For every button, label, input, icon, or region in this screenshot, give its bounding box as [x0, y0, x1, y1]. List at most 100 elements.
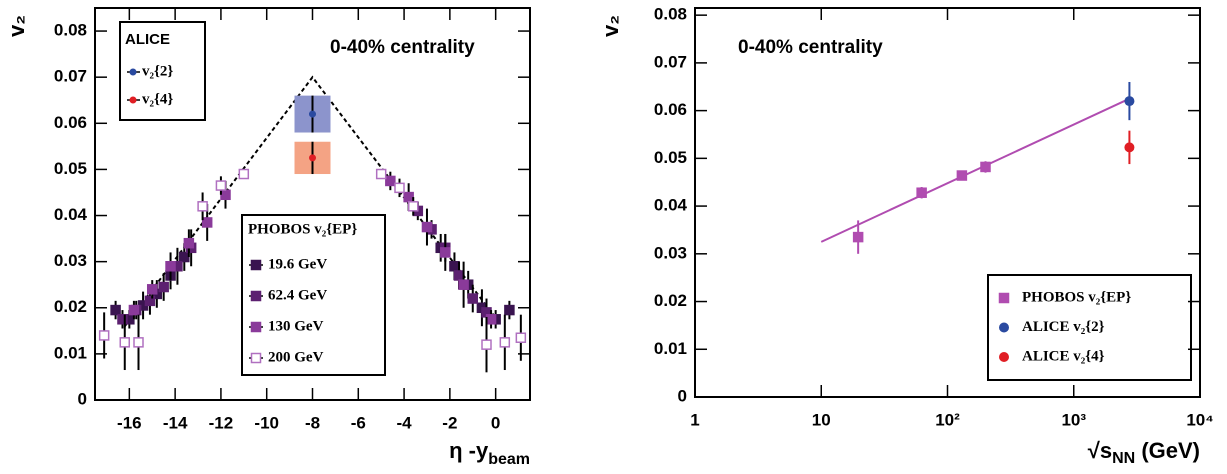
data-point: [453, 270, 465, 281]
trend-line: [123, 75, 502, 327]
x-tick-label: 10⁴: [1186, 410, 1213, 429]
x-tick-label: -4: [397, 413, 413, 432]
annotation: 0-40% centrality: [738, 37, 883, 58]
data-point: [485, 314, 497, 325]
data-point: [158, 281, 169, 293]
data-point: [980, 161, 991, 173]
y-tick-label: 0.01: [654, 339, 687, 358]
legend-title: PHOBOS v₂{EP}: [248, 221, 357, 237]
legend-marker: [250, 352, 262, 364]
legend-label: 130 GeV: [268, 318, 324, 334]
data-point: [375, 168, 387, 180]
legend-label: v₂{4}: [142, 91, 173, 107]
data-point: [458, 279, 469, 290]
data-point: [309, 110, 316, 118]
x-tick-label: -10: [254, 413, 279, 432]
legend-label: v₂{2}: [142, 63, 173, 79]
legend-label: ALICE v₂{2}: [1022, 319, 1105, 335]
data-point: [394, 182, 405, 194]
data-point: [128, 304, 140, 316]
data-point: [385, 175, 396, 187]
fit-line: [820, 97, 1130, 243]
y-tick-label: 0: [78, 389, 87, 408]
data-point: [201, 217, 213, 228]
x-tick-label: -14: [163, 413, 188, 432]
data-point: [165, 261, 176, 272]
data-point: [179, 251, 190, 263]
legend-label: 200 GeV: [268, 349, 324, 365]
legend-marker: [998, 292, 1010, 304]
y-axis-title: v₂: [598, 15, 623, 37]
x-axis-title-main: η -y: [449, 438, 489, 463]
data-point: [133, 337, 144, 348]
data-point: [467, 293, 479, 304]
legend-marker: [129, 68, 137, 76]
data-point: [238, 168, 250, 180]
x-axis-title-sub: NN: [1112, 450, 1135, 467]
x-tick-label: 1: [690, 410, 699, 429]
legend-marker: [129, 96, 137, 104]
y-tick-label: 0.03: [54, 251, 87, 270]
data-point: [407, 201, 419, 212]
y-tick-label: 0.07: [654, 52, 687, 71]
legend-label: 19.6 GeV: [268, 256, 327, 272]
data-point: [215, 180, 227, 191]
y-tick-label: 0: [678, 386, 687, 405]
annotation: 0-40% centrality: [330, 37, 475, 58]
x-axis-title: η -ybeam: [449, 438, 530, 468]
legend-marker: [999, 322, 1009, 333]
legend-marker: [250, 290, 262, 302]
y-tick-label: 0.01: [54, 343, 87, 362]
y-tick-label: 0.08: [54, 21, 87, 40]
legend-title: ALICE: [125, 31, 170, 48]
data-point: [421, 221, 433, 233]
data-point: [499, 337, 511, 348]
x-tick-label: -8: [305, 413, 320, 432]
x-tick-label: 10²: [935, 410, 960, 429]
legend-label: 62.4 GeV: [268, 287, 327, 303]
y-tick-label: 0.05: [654, 148, 687, 167]
data-point: [119, 337, 131, 348]
data-point: [504, 304, 515, 316]
x-tick-label: -16: [117, 413, 142, 432]
data-point: [481, 339, 492, 350]
data-point: [110, 304, 121, 316]
y-tick-label: 0.05: [54, 159, 87, 178]
data-point: [440, 247, 451, 258]
data-point: [852, 231, 864, 243]
y-tick-label: 0.06: [54, 113, 87, 132]
data-point: [515, 332, 527, 343]
data-point: [956, 170, 968, 181]
data-point: [117, 314, 128, 325]
y-tick-label: 0.07: [54, 67, 87, 86]
data-point: [309, 154, 316, 162]
y-tick-label: 0.04: [54, 205, 88, 224]
data-point: [183, 237, 195, 249]
plot-frame: [94, 7, 531, 401]
phobos-legend-box: [241, 214, 386, 376]
legend-marker: [250, 321, 262, 333]
legend-box: [987, 274, 1192, 381]
x-tick-label: -2: [442, 413, 457, 432]
x-tick-label: 10³: [1061, 410, 1086, 429]
x-axis-title-tail: (GeV): [1135, 438, 1200, 463]
data-point: [220, 189, 231, 201]
legend-marker: [999, 352, 1009, 362]
y-tick-label: 0.02: [54, 297, 87, 316]
data-point: [146, 284, 158, 295]
data-point: [98, 330, 110, 341]
data-point: [197, 201, 208, 212]
y-tick-label: 0.04: [654, 196, 688, 215]
legend-marker: [250, 259, 262, 271]
x-axis-title: √sNN (GeV): [1088, 438, 1200, 467]
legend-label: ALICE v₂{4}: [1022, 348, 1105, 364]
y-axis-title: v₂: [4, 15, 29, 37]
legend-label: PHOBOS v₂{EP}: [1022, 289, 1131, 305]
data-point: [916, 187, 927, 198]
y-tick-label: 0.06: [654, 100, 687, 119]
data-point: [403, 191, 414, 203]
data-point: [144, 295, 156, 307]
data-point: [1124, 96, 1135, 107]
data-point: [1124, 142, 1135, 153]
